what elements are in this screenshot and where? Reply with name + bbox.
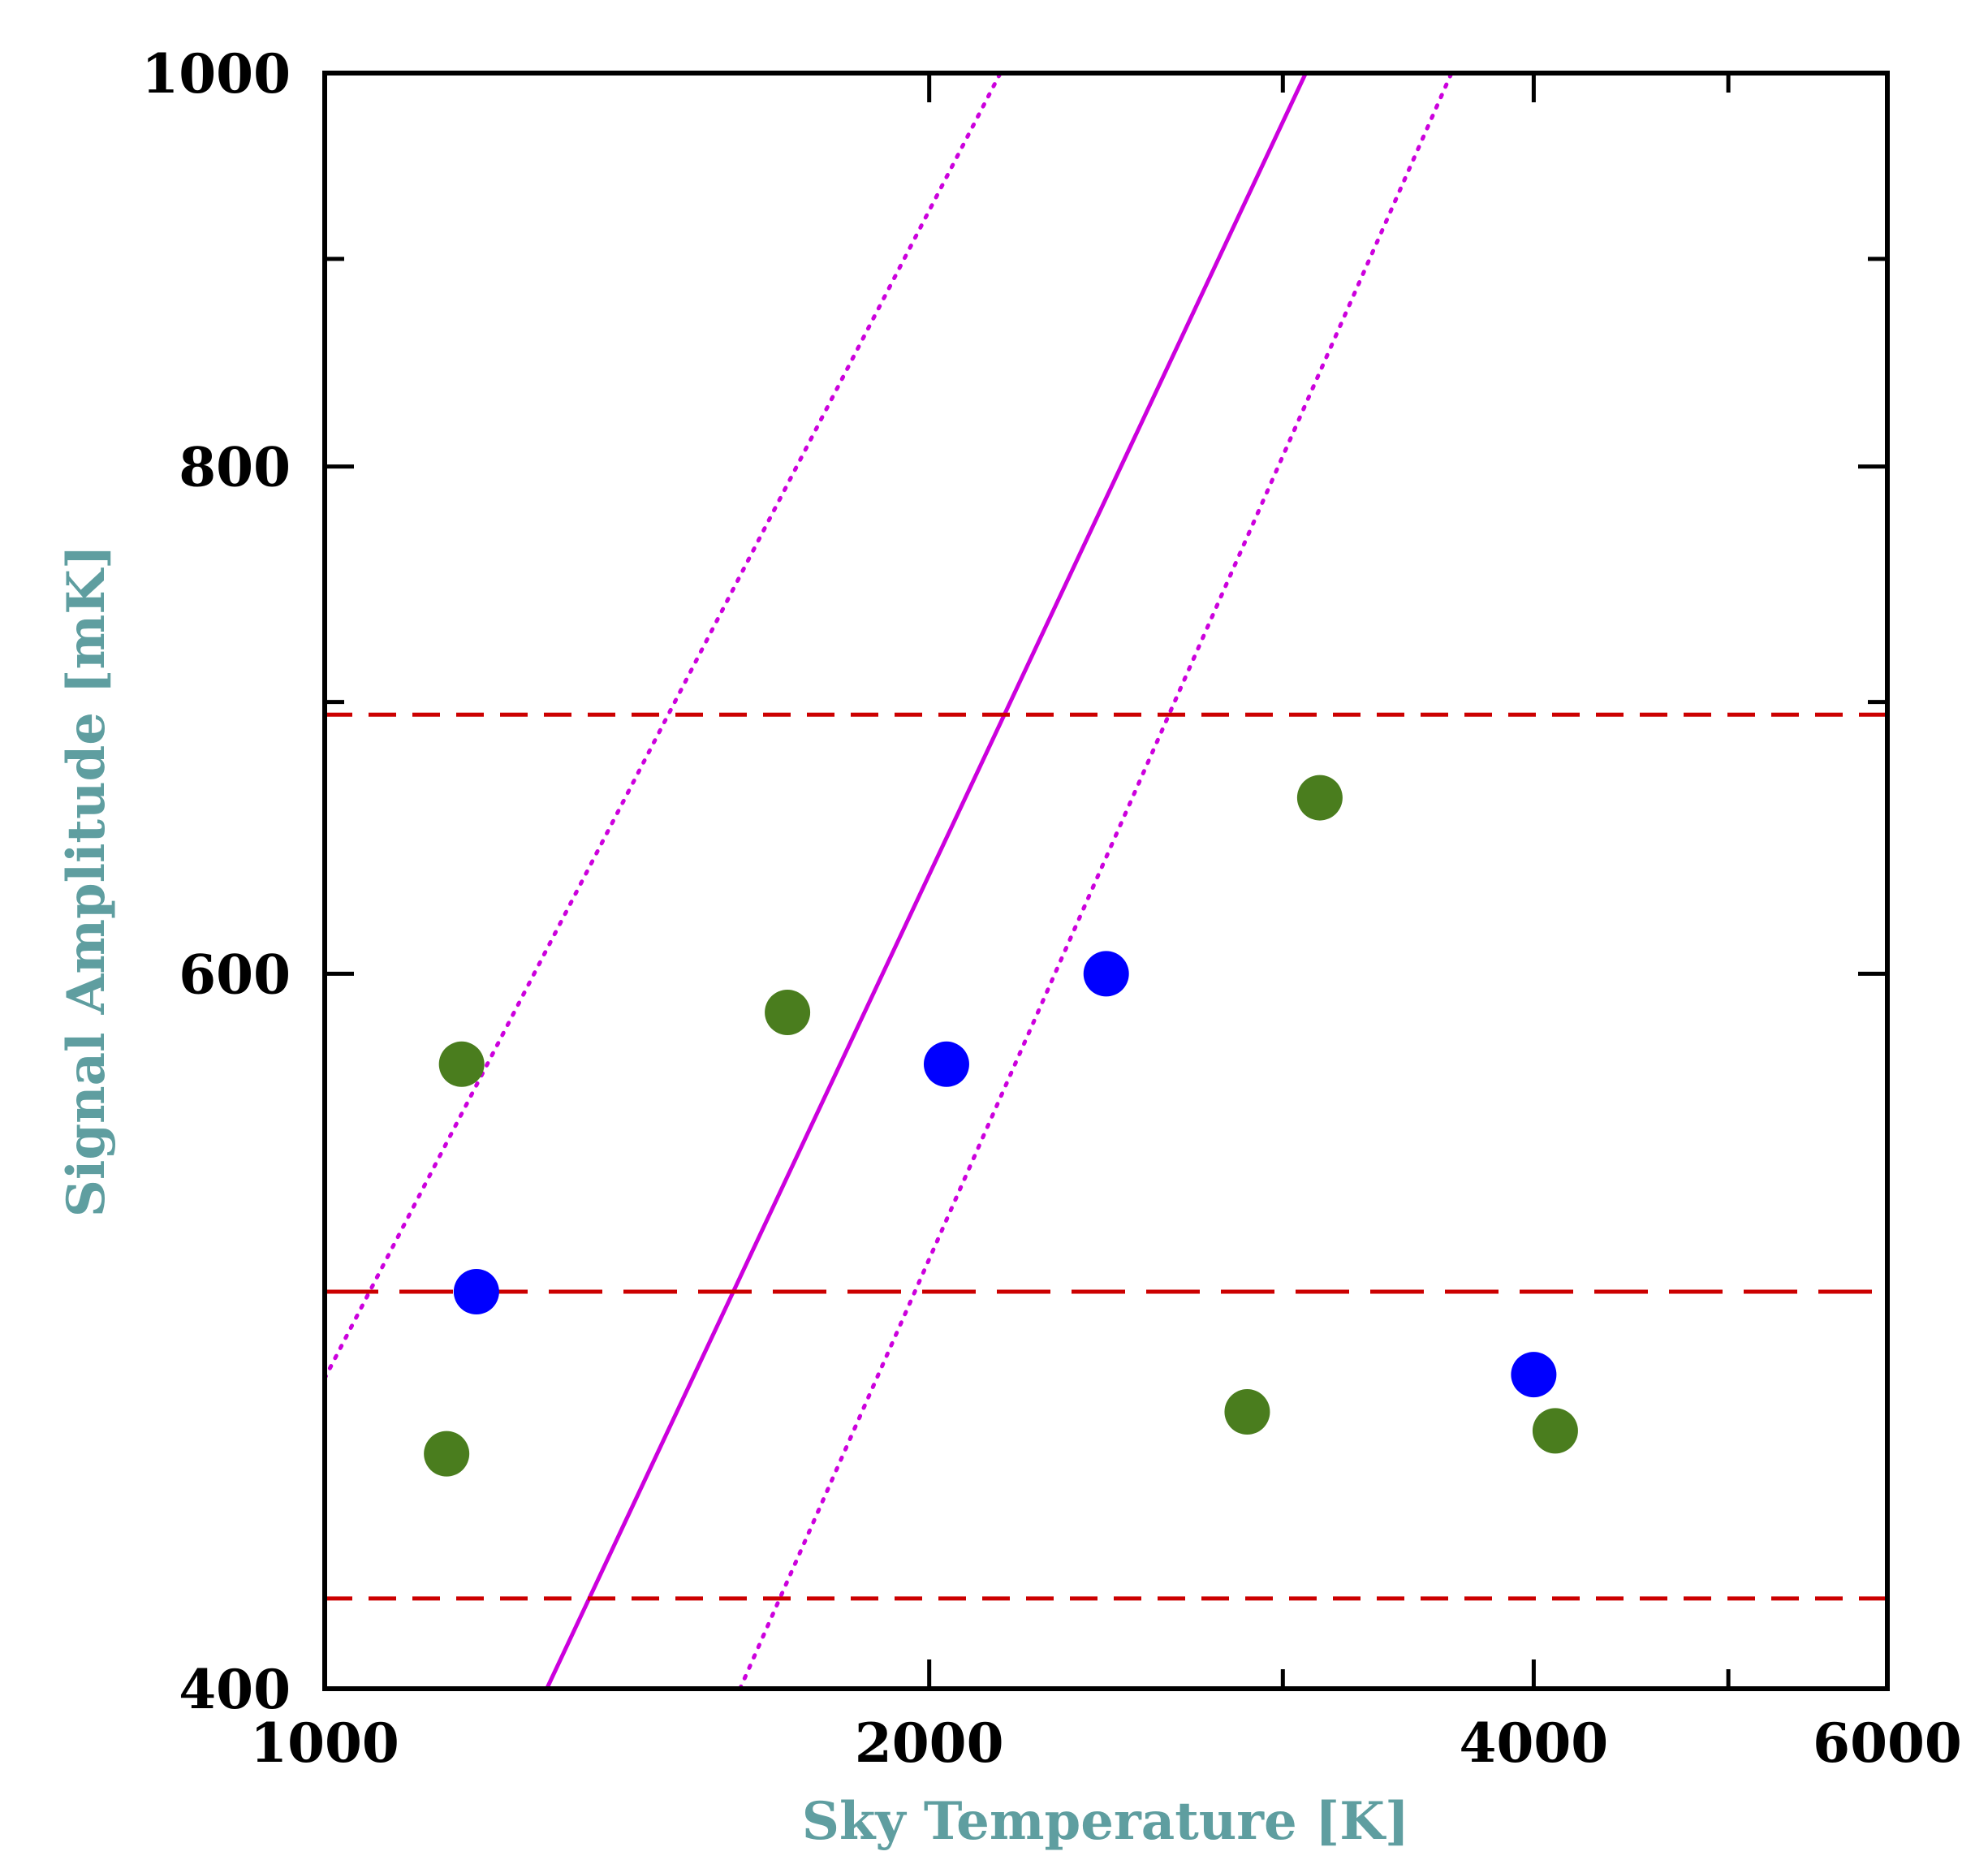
diagonal-solid-line [545,73,1308,1689]
diagonal-dotted-line [325,73,1003,1381]
data-point [1511,1352,1557,1398]
x-tick-label: 6000 [1813,1711,1962,1775]
plot-frame [322,71,1890,1691]
y-axis-title: Signal Amplitude [mK] [56,545,117,1217]
y-tick-label: 1000 [141,42,291,106]
x-tick-label: 1000 [250,1711,399,1775]
x-tick-label: 2000 [855,1711,1004,1775]
data-point [453,1269,499,1315]
data-point [765,989,811,1035]
data-point [1224,1389,1270,1435]
data-point [1083,951,1129,997]
axis-tick-labels: 1000 2000 4000 6000 400 600 800 1000 [141,42,1962,1775]
x-tick-label: 4000 [1460,1711,1609,1775]
data-point [1296,775,1343,821]
y-tick-label: 800 [179,436,291,499]
axis-ticks [322,71,1890,1691]
data-point [438,1041,485,1087]
data-point [923,1041,969,1087]
diagonal-dotted-line [738,73,1454,1689]
y-tick-label: 600 [179,943,291,1006]
data-point [424,1431,470,1477]
x-axis-title: Sky Temperature [K] [802,1791,1409,1852]
reference-lines [325,73,1887,1689]
y-tick-label: 400 [179,1658,291,1721]
data-point [1532,1408,1578,1454]
data-points [424,775,1578,1477]
